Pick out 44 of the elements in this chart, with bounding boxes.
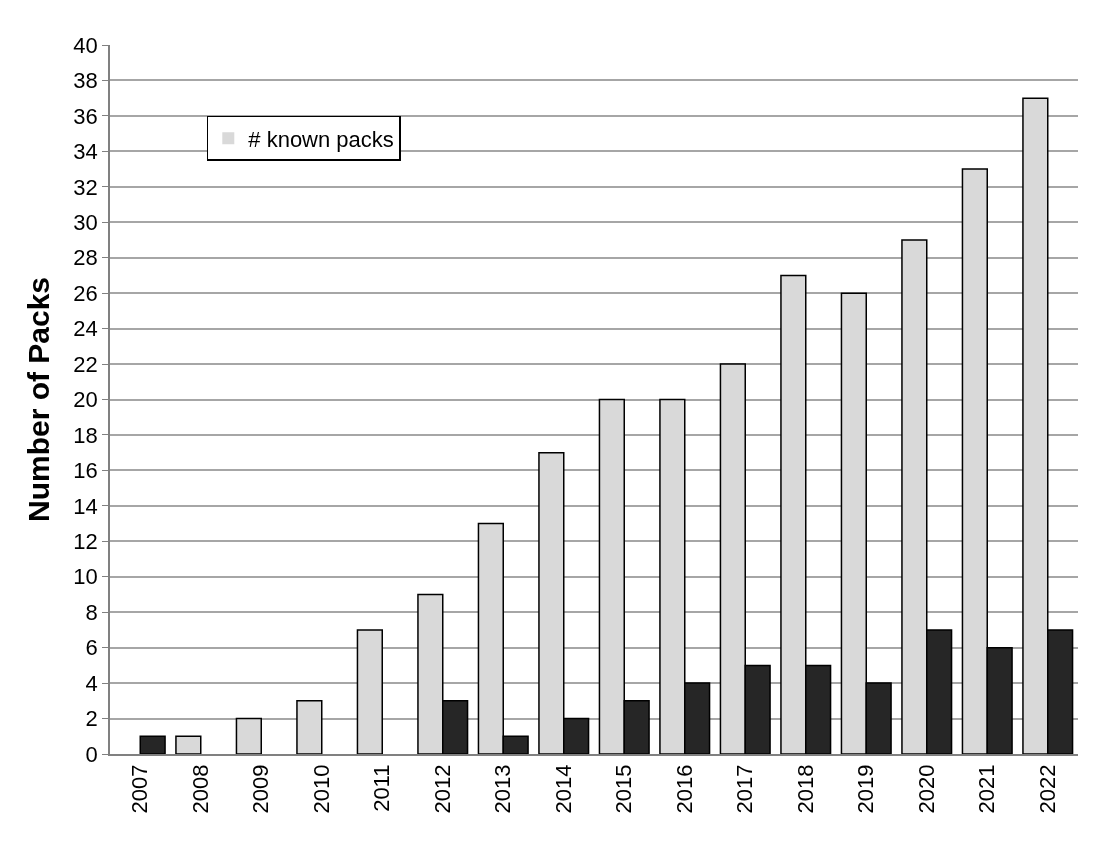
bar: [296, 700, 323, 754]
y-tick-label: 0: [85, 741, 98, 767]
x-tick-label: 2008: [187, 764, 213, 814]
x-tick-label: 2021: [974, 764, 1000, 814]
y-tick-label: 18: [73, 422, 98, 448]
y-tick-label: 14: [73, 493, 98, 519]
y-tick-label: 20: [73, 387, 98, 413]
x-tick-label: 2009: [248, 764, 274, 814]
y-tick-label: 28: [73, 245, 98, 271]
y-tick-label: 2: [85, 706, 98, 732]
y-tick-label: 36: [73, 103, 98, 129]
x-tick-label: 2013: [490, 764, 516, 814]
x-tick-label: 2012: [429, 764, 455, 814]
y-tick-label: 38: [73, 68, 98, 94]
y-tick-label: 30: [73, 209, 98, 235]
x-tick-label: 2018: [792, 764, 818, 814]
bar: [235, 717, 262, 754]
x-tick-label: 2014: [550, 764, 576, 814]
x-tick-label: 2011: [369, 764, 395, 812]
y-tick-label: 16: [73, 458, 98, 484]
y-tick-label: 8: [85, 599, 98, 625]
x-tick-label: 2010: [308, 764, 334, 814]
y-tick-label: 10: [73, 564, 98, 590]
bar: [139, 735, 166, 754]
legend-label: # known packs: [248, 126, 394, 152]
y-tick-label: 40: [73, 32, 98, 58]
x-tick-label: 2019: [853, 764, 879, 814]
y-tick-label: 32: [73, 174, 98, 200]
bar: [356, 629, 383, 754]
x-tick-label: 2007: [127, 764, 153, 814]
x-tick-label: 2022: [1034, 764, 1060, 814]
bar: [175, 735, 202, 754]
y-tick-label: 12: [73, 529, 98, 554]
x-tick-label: 2015: [611, 764, 637, 814]
y-tick-label: 34: [73, 139, 98, 165]
x-tick-label: 2017: [732, 764, 758, 814]
y-axis-title: Number of Packs: [21, 276, 55, 523]
y-tick-label: 6: [85, 635, 98, 661]
x-tick-label: 2016: [671, 764, 697, 814]
y-tick-label: 26: [73, 280, 98, 306]
x-tick-label: 2020: [913, 764, 939, 814]
y-tick-label: 4: [85, 670, 98, 696]
y-tick-label: 24: [73, 316, 98, 342]
y-tick-label: 22: [73, 351, 98, 377]
